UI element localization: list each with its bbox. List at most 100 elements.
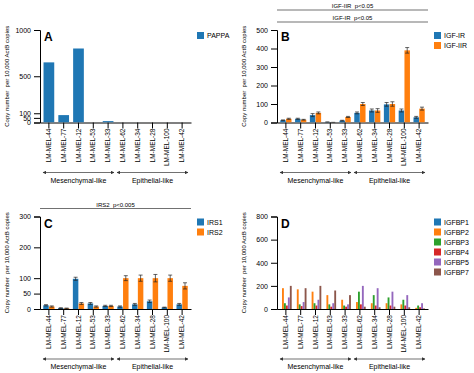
bar (297, 289, 299, 309)
bar (316, 306, 318, 309)
y-tick-label: 0 (264, 119, 268, 126)
bar (349, 295, 351, 309)
y-tick: 200 (19, 244, 40, 251)
y-tick-label: 200 (256, 283, 268, 290)
x-tick-label: LM-MEL-62 (356, 315, 363, 349)
error-bar (302, 119, 306, 121)
group-label: Mesenchymal-like (287, 363, 343, 371)
bar (88, 122, 99, 123)
x-tick-label: LM-MEL-34 (134, 315, 141, 349)
x-tick-label: LM-MEL-100 (163, 128, 170, 166)
bar (360, 104, 365, 123)
y-tick: 100 (19, 110, 40, 117)
x-axis-line (278, 309, 429, 310)
x-tick: LM-MEL-12 (75, 123, 82, 163)
error-bar (405, 48, 409, 54)
x-tick-label: LM-MEL-42 (415, 128, 422, 162)
bar (354, 309, 356, 310)
error-bar (88, 303, 92, 305)
legend-item: IRS1 (197, 219, 223, 226)
legend-item: IGFBP7 (434, 269, 469, 276)
x-tick: LM-MEL-33 (341, 123, 348, 163)
bar (423, 308, 425, 309)
bar (330, 122, 335, 123)
x-tick: LM-MEL-62 (119, 123, 126, 163)
x-tick-label: LM-MEL-77 (297, 128, 304, 162)
y-tick: 300 (256, 64, 277, 71)
y-tick-label: 800 (256, 213, 268, 220)
x-tick: LM-MEL-42 (415, 309, 422, 349)
x-tick: LM-MEL-77 (297, 309, 304, 349)
x-tick-label: LM-MEL-62 (356, 128, 363, 162)
significance-line (40, 208, 191, 209)
error-bar (390, 102, 394, 106)
x-tick-label: LM-MEL-77 (60, 315, 67, 349)
group-bracket (117, 359, 188, 360)
bar (88, 303, 93, 309)
x-axis: LM-MEL-44LM-MEL-77LM-MEL-12LM-MEL-53LM-M… (278, 123, 429, 167)
x-tick-mark (137, 309, 138, 315)
x-tick: LM-MEL-42 (178, 123, 185, 163)
y-tick-label: 200 (256, 82, 268, 89)
group-label: Epithelial-like (369, 363, 410, 371)
series (282, 288, 417, 309)
group-bracket (354, 359, 425, 360)
x-tick-mark (330, 123, 331, 129)
error-bar (399, 109, 403, 112)
group-label: Epithelial-like (369, 177, 410, 185)
bar (384, 309, 386, 310)
group-label: Mesenchymal-like (50, 177, 106, 185)
x-tick-mark (48, 309, 49, 315)
y-tick-mark (271, 49, 277, 50)
y-tick-mark (34, 309, 40, 310)
bar (384, 104, 389, 122)
bar (377, 288, 379, 309)
bar (312, 292, 314, 309)
group-label: Mesenchymal-like (50, 363, 106, 371)
group-bracket (117, 172, 188, 173)
legend-swatch (434, 32, 441, 39)
x-tick-mark (315, 309, 316, 315)
x-tick-label: LM-MEL-33 (104, 315, 111, 349)
y-tick-mark (271, 309, 277, 310)
x-tick-label: LM-MEL-62 (119, 128, 126, 162)
bar (147, 122, 158, 123)
x-tick-mark (63, 309, 64, 315)
x-tick: LM-MEL-34 (134, 309, 141, 349)
significance-line (277, 10, 428, 11)
bar (103, 121, 114, 122)
x-tick: LM-MEL-53 (326, 123, 333, 163)
error-bar (133, 303, 137, 305)
y-axis-title: Copy number per 10,000 ActB copies (241, 212, 247, 313)
y-tick-mark (271, 30, 277, 31)
y-tick-label: 50 (23, 290, 31, 297)
x-tick: LM-MEL-62 (119, 309, 126, 349)
legend-swatch (197, 219, 204, 226)
bar (402, 300, 404, 309)
y-axis: 050100200300 (19, 213, 40, 312)
x-tick-label: LM-MEL-42 (178, 128, 185, 162)
error-bar (103, 305, 107, 306)
legend-label: IRS1 (207, 219, 223, 226)
bar (93, 307, 98, 309)
y-tick: 200 (256, 283, 277, 290)
x-tick: LM-MEL-100 (400, 309, 407, 353)
y-tick-mark (271, 263, 277, 264)
error-bar (168, 275, 172, 281)
y-tick: 100 (19, 275, 40, 282)
legend-label: IGFBP5 (444, 259, 469, 266)
x-tick: LM-MEL-53 (89, 123, 96, 163)
bar (373, 295, 375, 309)
error-bar (370, 109, 374, 112)
y-tick: 400 (256, 45, 277, 52)
y-tick-mark (271, 104, 277, 105)
x-tick: LM-MEL-12 (312, 123, 319, 163)
y-axis-title: Copy number per 10,000 ActB copies (241, 26, 247, 127)
legend-label: IGF-IIR (444, 42, 467, 49)
y-tick: 100 (256, 101, 277, 108)
annotation: Epithelial-like (117, 359, 188, 371)
legend-label: IGFBP4 (444, 249, 469, 256)
x-axis-line (41, 123, 192, 124)
annotation: IGF-IIR p<0.05 (277, 3, 428, 10)
legend-swatch (434, 269, 441, 276)
